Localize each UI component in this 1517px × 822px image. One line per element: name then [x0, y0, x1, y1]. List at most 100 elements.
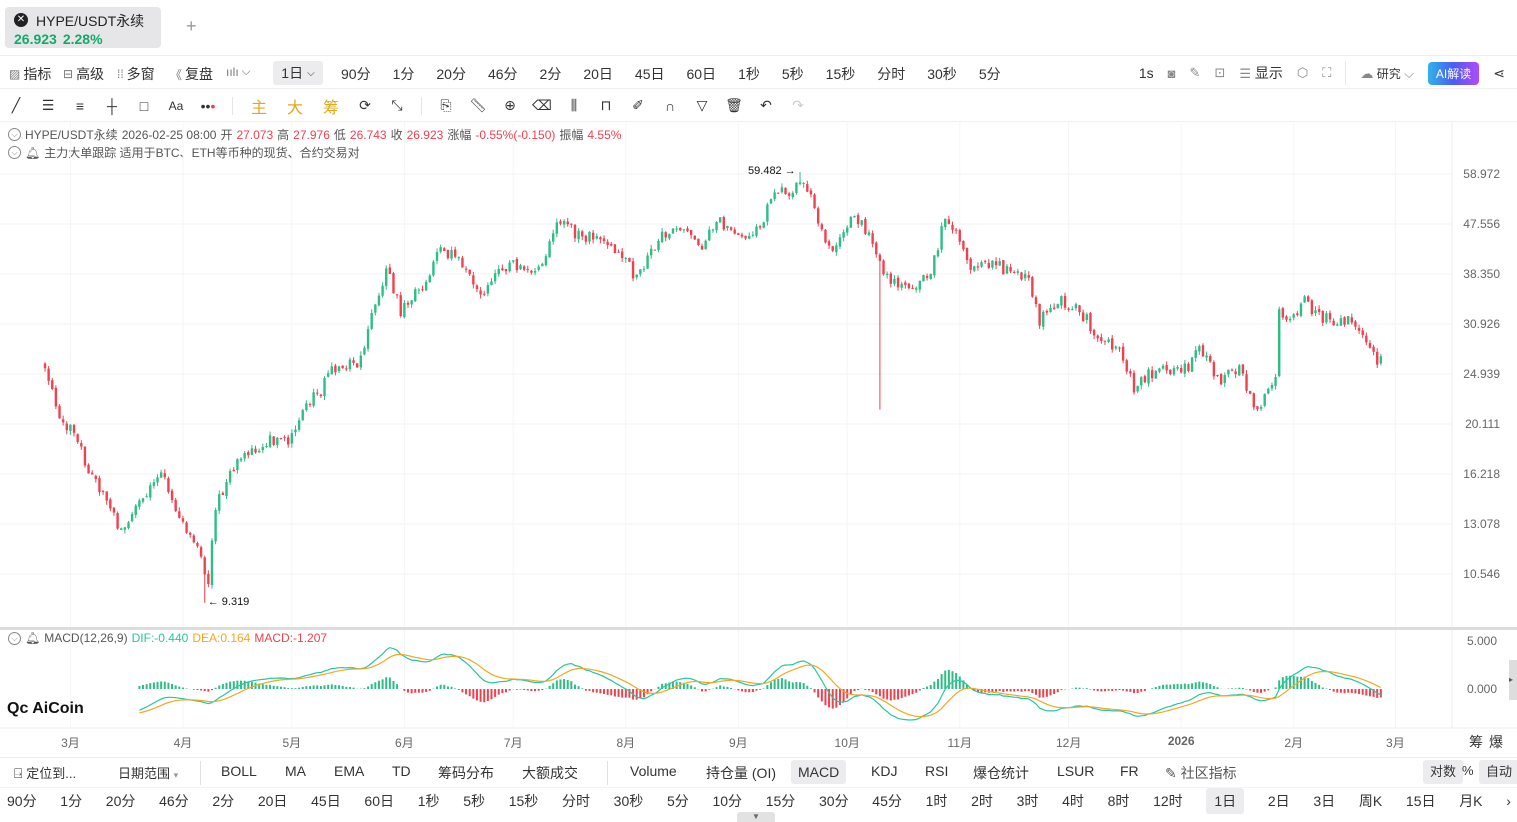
bottom-period-30分[interactable]: 30分 [819, 793, 849, 809]
bottom-period-1日[interactable]: 1日 [1206, 788, 1245, 814]
horizontal-lines-icon[interactable]: ≡ [75, 97, 85, 114]
bottom-period-90分[interactable]: 90分 [7, 793, 37, 809]
sub-indicator-RSI[interactable]: RSI [925, 763, 949, 779]
display-button[interactable]: ☰ 显示 [1239, 63, 1283, 83]
trash-icon[interactable]: 🗑︎ [725, 97, 743, 113]
bottom-period-›[interactable]: › [1506, 793, 1511, 809]
bottom-period-20日[interactable]: 20日 [257, 793, 288, 809]
add-tab-button[interactable]: + [186, 16, 197, 36]
sync-drawing-icon[interactable]: ⟳ [359, 97, 371, 113]
advanced-button[interactable]: ⊟ 高级 [63, 64, 104, 84]
overlay-TD[interactable]: TD [392, 763, 411, 779]
bottom-period-30秒[interactable]: 30秒 [613, 793, 644, 809]
period-20日[interactable]: 20日 [583, 66, 613, 82]
side-panel-toggle[interactable]: ▸ [1509, 660, 1517, 700]
horizontal-ray-icon[interactable]: ┼ [107, 97, 117, 114]
price-chart[interactable] [0, 122, 1517, 734]
settings-icon[interactable]: ⬡ [1296, 65, 1309, 80]
period-15秒[interactable]: 15秒 [825, 66, 856, 82]
candles-icon[interactable]: ⫼ [570, 97, 578, 113]
main-force-button[interactable]: 主 [250, 99, 267, 117]
fullscreen-icon[interactable]: ⛶ [1322, 65, 1332, 80]
bottom-period-5分[interactable]: 5分 [666, 793, 689, 809]
candle-type-dropdown[interactable]: ıılı ⌵ [226, 64, 251, 79]
sub-indicator-MACD[interactable]: MACD [791, 760, 847, 784]
interval-button[interactable]: 1s [1138, 65, 1154, 81]
bottom-period-4时[interactable]: 4时 [1062, 793, 1084, 809]
research-button[interactable]: ☁ 研究 ⌵ [1360, 65, 1414, 82]
overlay-大额成交[interactable]: 大额成交 [522, 765, 578, 781]
more-tools-icon[interactable]: ••• [200, 97, 216, 114]
bottom-period-5秒[interactable]: 5秒 [463, 793, 485, 809]
period-90分[interactable]: 90分 [341, 66, 371, 82]
bookmark-icon[interactable]: ⎘ [440, 97, 452, 113]
ruler-icon[interactable]: 📏︎ [469, 97, 487, 113]
replay-button[interactable]: 《复盘 [170, 64, 213, 84]
locate-button[interactable]: ⍈ 定位到... [14, 763, 76, 782]
bottom-period-20分[interactable]: 20分 [105, 793, 136, 809]
overlay-筹码分布[interactable]: 筹码分布 [438, 765, 494, 781]
filter-icon[interactable]: ▽ [696, 97, 708, 113]
sub-indicator-FR[interactable]: FR [1120, 763, 1139, 779]
log-scale-button[interactable]: 对数 [1423, 760, 1464, 784]
indicator-button[interactable]: ▨ 指标 [9, 64, 51, 84]
bottom-period-1秒[interactable]: 1秒 [417, 793, 440, 809]
trend-line-icon[interactable]: ╱ [11, 97, 21, 113]
sub-indicator-LSUR[interactable]: LSUR [1057, 763, 1095, 779]
rectangle-icon[interactable]: □ [139, 97, 149, 114]
magnet-icon[interactable]: ∩ [664, 97, 676, 114]
period-5秒[interactable]: 5秒 [781, 66, 804, 82]
bottom-period-2时[interactable]: 2时 [971, 793, 993, 809]
parallel-channel-icon[interactable]: ☰ [41, 97, 55, 113]
add-note-icon[interactable]: ⊡ [1214, 65, 1226, 80]
note-icon[interactable]: ✐ [632, 97, 644, 113]
period-分时[interactable]: 分时 [877, 66, 906, 82]
pane-divider[interactable] [0, 627, 1517, 630]
bottom-period-45日[interactable]: 45日 [311, 793, 341, 809]
bottom-period-15秒[interactable]: 15秒 [508, 793, 539, 809]
bottom-period-2日[interactable]: 2日 [1267, 793, 1290, 809]
percent-scale-button[interactable]: % [1462, 763, 1474, 778]
date-range-dropdown[interactable]: 日期范围 ▾ [118, 763, 178, 782]
undo-icon[interactable]: ↶ [760, 97, 772, 113]
period-20分[interactable]: 20分 [436, 66, 466, 82]
symbol-tab[interactable]: ✕ HYPE/USDT永续 26.923 2.28% [5, 7, 161, 48]
text-tool-icon[interactable]: Aa [168, 98, 184, 113]
period-2分[interactable]: 2分 [539, 66, 562, 82]
bell-icon[interactable]: 🔔︎ [25, 145, 41, 160]
ai-interpret-button[interactable]: AI解读 [1427, 61, 1480, 85]
big-order-button[interactable]: 大 [286, 99, 303, 117]
bottom-period-12时[interactable]: 12时 [1153, 793, 1183, 809]
drawing-settings-icon[interactable]: ⤡ [391, 97, 403, 113]
sub-indicator-爆仓统计[interactable]: 爆仓统计 [973, 765, 1029, 781]
community-indicator-button[interactable]: ✎ 社区指标 [1165, 763, 1237, 783]
bottom-period-3时[interactable]: 3时 [1016, 793, 1039, 809]
sub-indicator-KDJ[interactable]: KDJ [871, 763, 898, 779]
collapse-icon[interactable]: ⌵ [8, 631, 21, 645]
bottom-period-分时[interactable]: 分时 [561, 793, 590, 809]
bottom-period-45分[interactable]: 45分 [872, 793, 902, 809]
collapse-icon[interactable]: ⌵ [8, 146, 21, 159]
bell-icon[interactable]: 🔔︎ [25, 631, 41, 645]
bottom-period-46分[interactable]: 46分 [159, 793, 189, 809]
multi-window-button[interactable]: ⁞⁞ 多窗 [117, 64, 155, 84]
collapse-icon[interactable]: ⌵ [8, 128, 21, 141]
period-1分[interactable]: 1分 [392, 66, 415, 82]
period-45日[interactable]: 45日 [634, 66, 665, 82]
bottom-period-10分[interactable]: 10分 [712, 793, 743, 809]
bottom-period-15分[interactable]: 15分 [765, 793, 796, 809]
sub-indicator-持仓量 (OI)[interactable]: 持仓量 (OI) [706, 765, 776, 781]
lock-icon[interactable]: ⊓ [600, 97, 612, 113]
collapse-handle[interactable]: ▼ [737, 812, 775, 822]
eraser-icon[interactable]: ⌫ [532, 97, 552, 113]
liquidation-toggle[interactable]: 爆 [1489, 734, 1509, 750]
chip-button[interactable]: 筹 [322, 99, 339, 117]
camera-icon[interactable]: ◙ [1167, 65, 1176, 81]
period-30秒[interactable]: 30秒 [927, 66, 957, 82]
bottom-period-月K[interactable]: 月K [1459, 793, 1483, 809]
auto-scale-button[interactable]: 自动 [1479, 760, 1517, 784]
period-46分[interactable]: 46分 [487, 66, 518, 82]
bottom-period-1分[interactable]: 1分 [60, 793, 83, 809]
bottom-period-15日[interactable]: 15日 [1405, 793, 1436, 809]
sub-indicator-Volume[interactable]: Volume [630, 763, 677, 779]
